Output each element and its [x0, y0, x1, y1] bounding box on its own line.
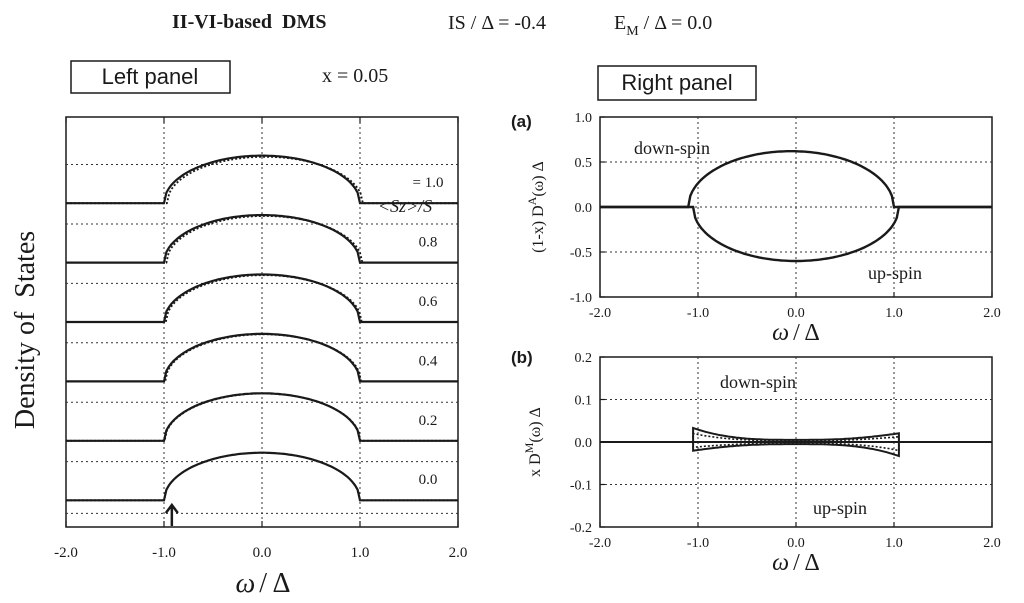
left-series-dotted-line: [66, 392, 458, 442]
right-panel-box: [597, 65, 757, 101]
left-x-tick-label: -2.0: [54, 545, 78, 561]
left-x-axis-label: ω / Δ: [235, 568, 290, 599]
b-y-tick-label: 0.2: [575, 351, 593, 366]
left-series-solid-line: [66, 273, 458, 324]
chart-a-label: (a): [511, 112, 532, 131]
a-y-tick-label: 0.0: [575, 201, 593, 216]
chart-a-curves: [600, 150, 992, 263]
b-y-tick-label: 0.0: [575, 436, 593, 451]
a-y-tick-label: -0.5: [570, 246, 592, 261]
left-series-label: 0.0: [419, 472, 438, 488]
left-series-solid-line: [66, 332, 458, 383]
b-x-tick-label: -1.0: [687, 536, 709, 551]
left-series-dotted-line: [66, 274, 458, 323]
left-series-labels: = 1.0 0.8 0.6 0.4 0.2 0.0: [413, 175, 444, 488]
figure-title: II-VI-based DMS: [172, 11, 326, 33]
is-parameter: IS / Δ = -0.4: [448, 12, 546, 34]
b-y-tick-label: -0.1: [570, 479, 592, 494]
chart-a-ticks: -2.0 -1.0 0.0 1.0 2.0-1.0-0.50.00.51.0: [570, 111, 1001, 321]
chart-a-down-spin-line: [600, 150, 992, 209]
left-series-label: 0.6: [419, 294, 438, 310]
b-x-tick-label: -2.0: [589, 536, 611, 551]
left-series-solid-line: [66, 154, 458, 205]
left-ticks: -2.0 -1.0 0.0 1.0 2.0: [54, 117, 467, 561]
left-panel-box: [70, 60, 231, 94]
chart-b-y-axis-label: x DM(ω) Δ: [522, 407, 544, 477]
left-x-tick-label: 0.0: [253, 545, 272, 561]
a-x-tick-label: 2.0: [983, 306, 1001, 321]
left-x-tick-label: 1.0: [351, 545, 370, 561]
chart-a-down-spin-annotation: down-spin: [634, 138, 710, 158]
b-x-tick-label: 2.0: [983, 536, 1001, 551]
left-series-label: 0.2: [419, 413, 438, 429]
chart-a-y-axis-label: (1-x) DA(ω) Δ: [525, 161, 547, 253]
chart-a: (a) -2.0 -1.0 0.0 1.0 2.0-1.0-0.50.00.51.0 d…: [511, 111, 1001, 346]
left-series-solid-line: [66, 213, 458, 264]
a-x-tick-label: 0.0: [787, 306, 805, 321]
a-y-tick-label: 1.0: [575, 111, 593, 126]
chart-a-x-axis-label: ω / Δ: [772, 320, 820, 346]
a-x-tick-label: 1.0: [885, 306, 903, 321]
b-x-tick-label: 0.0: [787, 536, 805, 551]
em-parameter: EM / Δ = 0.0: [614, 12, 712, 39]
left-x-tick-label: 2.0: [449, 545, 468, 561]
chart-a-up-spin-annotation: up-spin: [868, 263, 922, 283]
chart-b-dotted-up-spin-line: [692, 442, 900, 452]
arrow-icon: [164, 502, 179, 526]
b-y-tick-label: -0.2: [570, 521, 592, 536]
left-series-label: 0.4: [419, 353, 438, 369]
left-series-dotted-line: [66, 451, 458, 502]
left-panel-label: Left panel: [102, 64, 199, 89]
a-y-tick-label: -1.0: [570, 291, 592, 306]
left-series-label: 0.8: [419, 235, 438, 251]
chart-b-label: (b): [511, 348, 533, 367]
left-series-dotted-line: [66, 155, 458, 205]
b-x-tick-label: 1.0: [885, 536, 903, 551]
left-x-tick-label: -1.0: [152, 545, 176, 561]
left-chart: -2.0 -1.0 0.0 1.0 2.0 = 1.0 0.8 0.6 0.4 0.2 0.0 <…: [10, 116, 467, 599]
a-x-tick-label: -2.0: [589, 306, 611, 321]
chart-b-up-spin-annotation: up-spin: [813, 498, 867, 518]
left-y-axis-label: Density of States: [10, 231, 41, 429]
sz-legend-title: <Sz>/S: [378, 196, 432, 216]
chart-b: (b) -2.0 -1.0 0.0 1.0 2.0 -0.2 -0.1 0.0 0.1 0.2 d…: [511, 348, 1001, 576]
left-series-dotted-line: [66, 215, 458, 264]
chart-b-down-spin-annotation: down-spin: [720, 372, 796, 392]
chart-b-curves: [600, 426, 992, 458]
chart-a-up-spin-line: [600, 205, 992, 263]
chart-b-x-axis-label: ω / Δ: [772, 550, 820, 576]
left-series-dotted-line: [66, 333, 458, 383]
chart-b-solid-down-spin-line: [692, 426, 900, 442]
left-series-label: = 1.0: [413, 175, 444, 191]
left-curves: [66, 154, 458, 502]
chart-b-ticks: -2.0 -1.0 0.0 1.0 2.0 -0.2 -0.1 0.0 0.1 0.2: [570, 351, 1001, 551]
chart-b-dotted-down-spin-line: [692, 432, 900, 442]
a-y-tick-label: 0.5: [575, 156, 593, 171]
x-parameter: x = 0.05: [322, 65, 388, 87]
b-y-tick-label: 0.1: [575, 394, 593, 409]
chart-b-solid-up-spin-line: [692, 442, 900, 458]
right-panel-label: Right panel: [621, 70, 732, 95]
a-x-tick-label: -1.0: [687, 306, 709, 321]
